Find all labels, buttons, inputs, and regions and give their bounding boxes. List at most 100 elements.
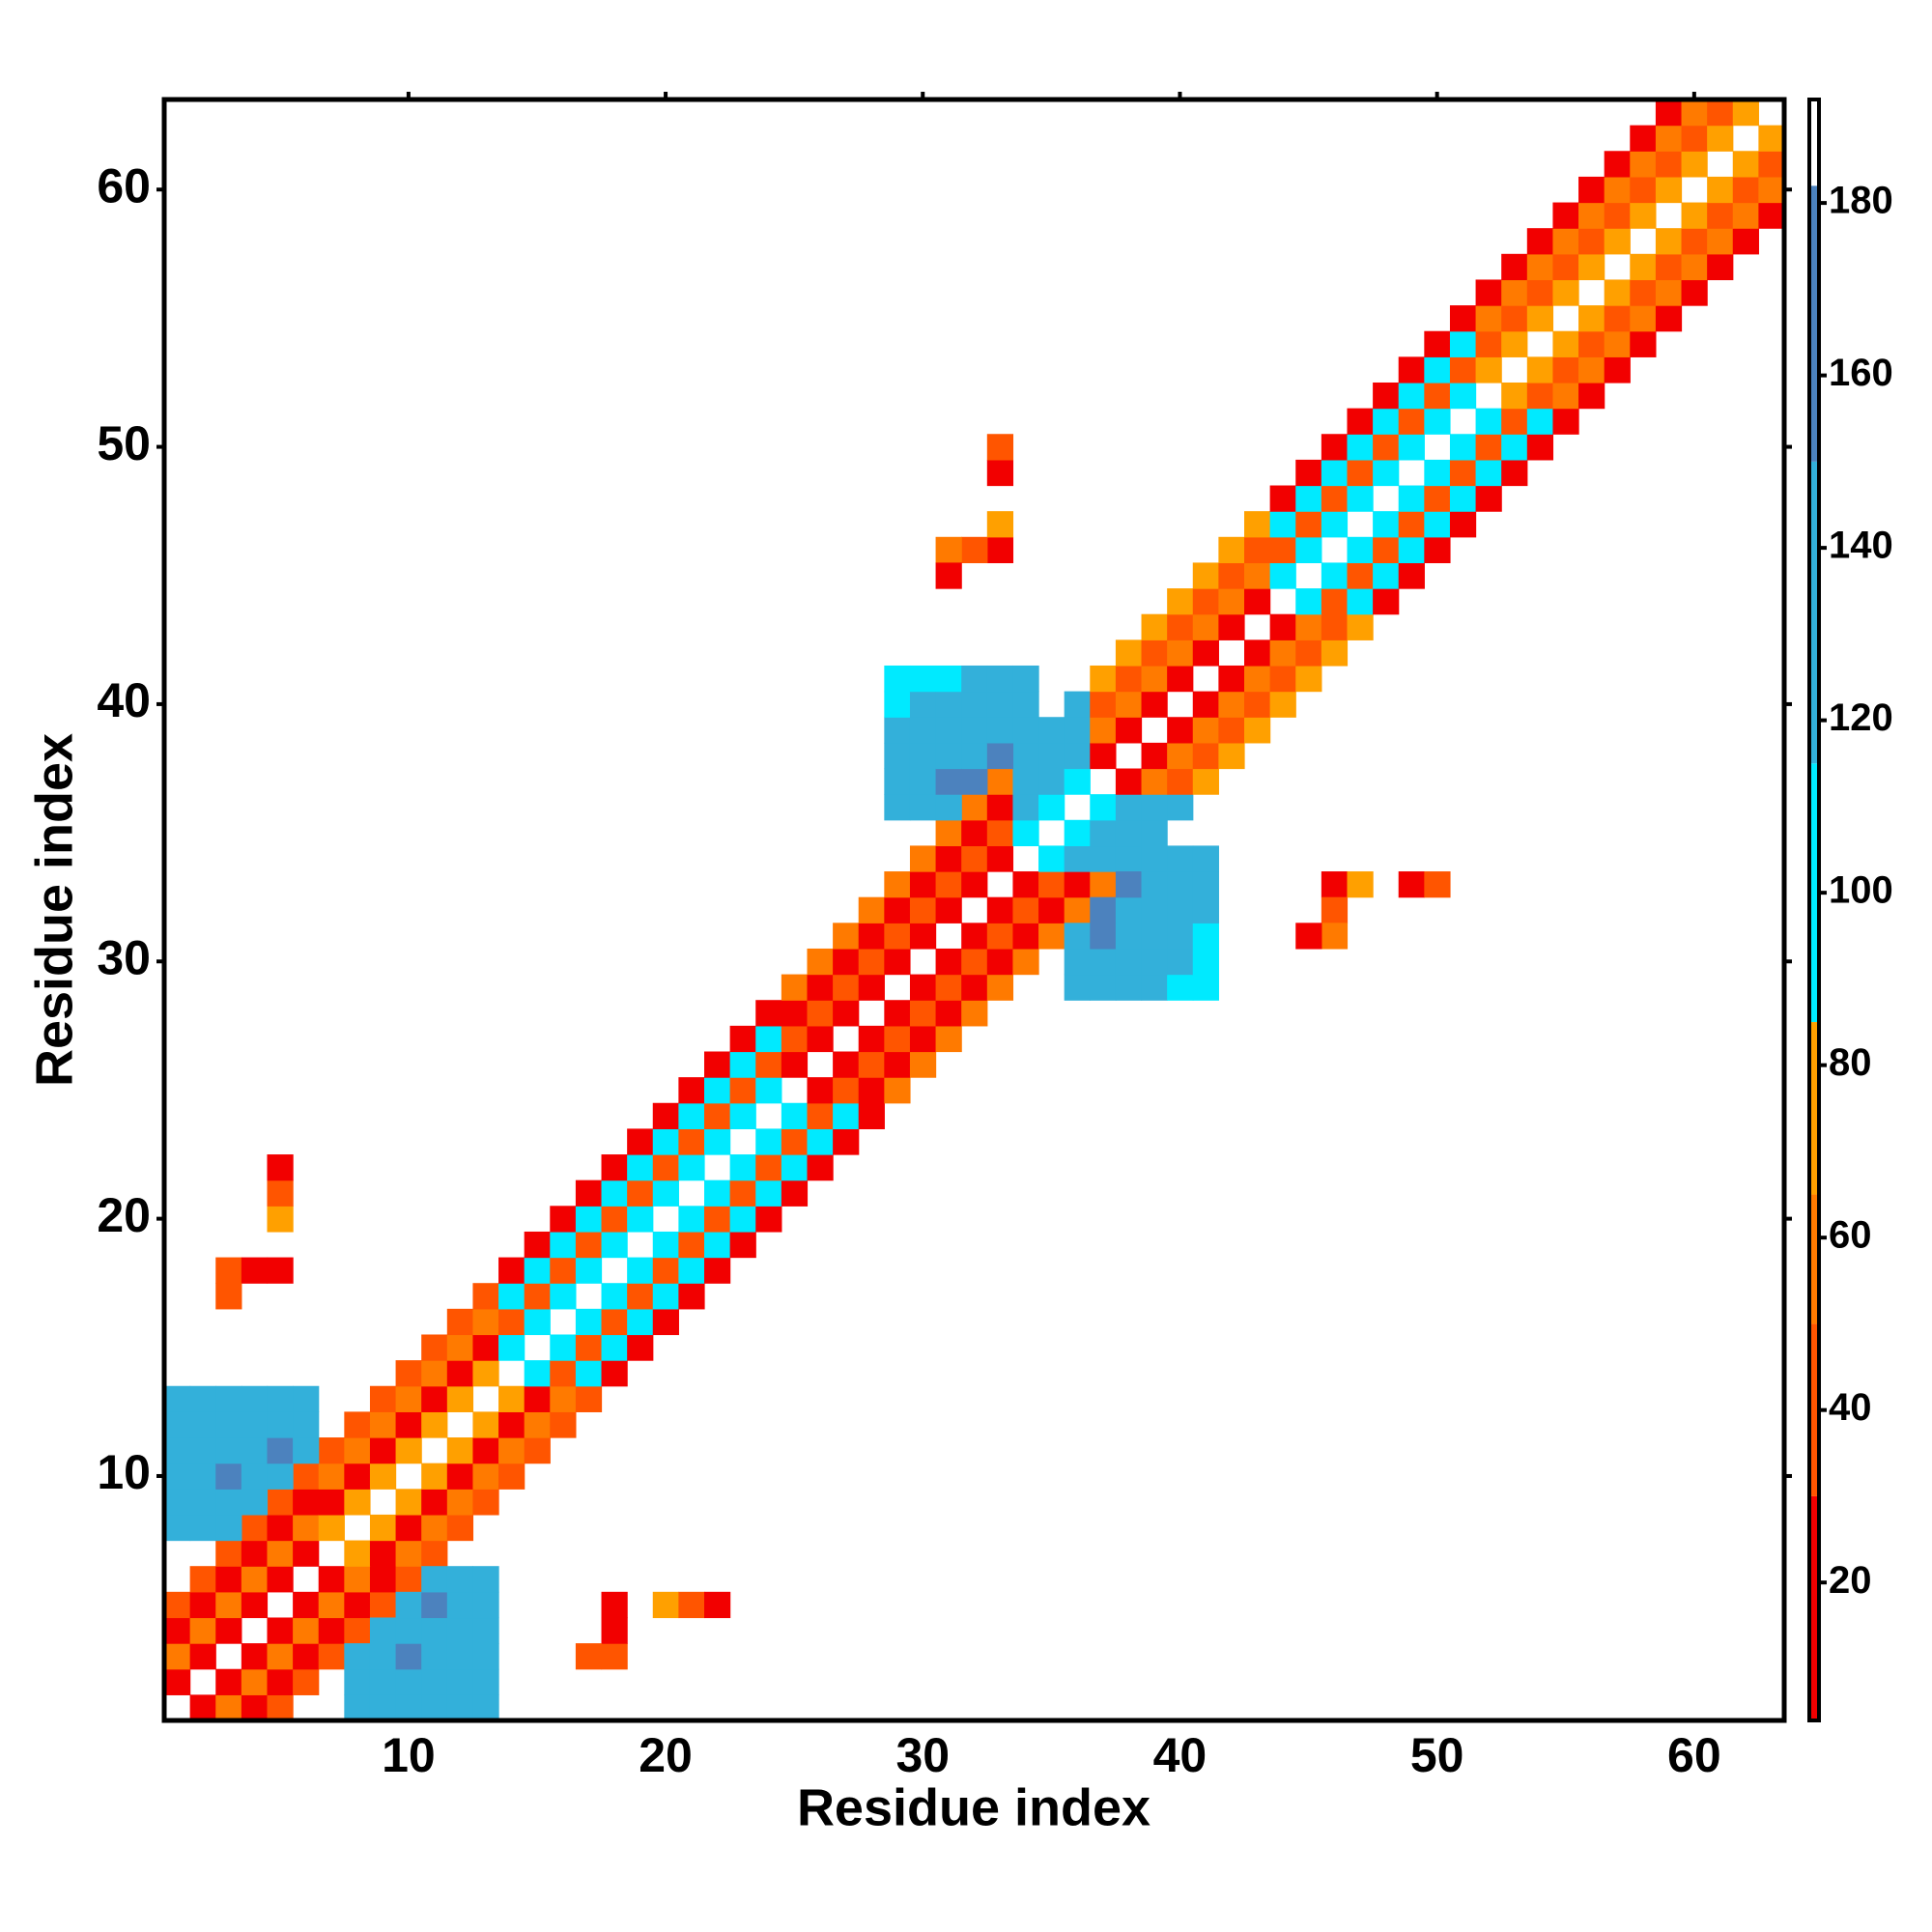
heatmap-cell bbox=[1012, 923, 1039, 950]
heatmap-cell bbox=[1449, 459, 1477, 487]
heatmap-cell bbox=[369, 1437, 397, 1464]
heatmap-cell bbox=[807, 1102, 834, 1129]
heatmap-cell bbox=[1167, 717, 1194, 744]
heatmap-cell bbox=[1630, 253, 1657, 281]
heatmap-cell bbox=[1321, 896, 1349, 923]
heatmap-cell bbox=[1321, 511, 1349, 538]
heatmap-cell bbox=[524, 1257, 551, 1284]
heatmap-cell bbox=[1347, 459, 1374, 487]
heatmap-cell bbox=[986, 459, 1014, 487]
heatmap-cell bbox=[550, 1231, 577, 1259]
heatmap-cell bbox=[421, 1411, 448, 1438]
heatmap-cell bbox=[1115, 665, 1143, 693]
heatmap-cell bbox=[1424, 356, 1451, 384]
heatmap-cell bbox=[755, 1077, 782, 1104]
heatmap-cell bbox=[344, 1540, 371, 1567]
heatmap-cell bbox=[833, 923, 860, 950]
heatmap-cell bbox=[1707, 176, 1734, 204]
heatmap-cell bbox=[1655, 228, 1683, 255]
heatmap-cell bbox=[1167, 613, 1194, 640]
heatmap-cell bbox=[1115, 948, 1143, 976]
heatmap-cell bbox=[909, 691, 937, 718]
heatmap-cell bbox=[1244, 536, 1271, 564]
heatmap-cell bbox=[369, 1411, 397, 1438]
heatmap-cell bbox=[446, 1308, 474, 1336]
heatmap-cell bbox=[1192, 896, 1219, 923]
heatmap-cell bbox=[215, 1591, 242, 1619]
heatmap-cell bbox=[267, 1437, 294, 1464]
heatmap-cell bbox=[498, 1385, 526, 1412]
heatmap-cell bbox=[1192, 871, 1219, 898]
heatmap-cell bbox=[1192, 613, 1219, 640]
heatmap-cell bbox=[1449, 382, 1477, 410]
heatmap-cell bbox=[241, 1411, 269, 1438]
heatmap-cell bbox=[1167, 639, 1194, 667]
heatmap-cell bbox=[344, 1437, 371, 1464]
heatmap-cell bbox=[1090, 717, 1117, 744]
heatmap-cell bbox=[1552, 279, 1579, 306]
heatmap-cell bbox=[601, 1154, 628, 1181]
heatmap-cell bbox=[344, 1463, 371, 1490]
heatmap-cell bbox=[1064, 819, 1091, 847]
heatmap-cell bbox=[267, 1617, 294, 1644]
colorbar-segment bbox=[1809, 1323, 1819, 1496]
heatmap-cell bbox=[1424, 511, 1451, 538]
heatmap-cell bbox=[215, 1514, 242, 1542]
heatmap-cell bbox=[1347, 434, 1374, 461]
heatmap-cell bbox=[986, 717, 1014, 744]
heatmap-cell bbox=[909, 768, 937, 795]
heatmap-cell bbox=[1064, 717, 1091, 744]
heatmap-cell bbox=[241, 1489, 269, 1516]
heatmap-cell bbox=[601, 1231, 628, 1259]
heatmap-cell bbox=[601, 1591, 628, 1619]
heatmap-cell bbox=[1269, 536, 1296, 564]
heatmap-cell bbox=[858, 896, 885, 923]
heatmap-cell bbox=[1475, 279, 1502, 306]
heatmap-cell bbox=[1604, 356, 1631, 384]
heatmap-cell bbox=[755, 1025, 782, 1053]
colorbar-segment bbox=[1809, 185, 1819, 462]
heatmap-cell bbox=[986, 768, 1014, 795]
heatmap-cell bbox=[1578, 356, 1605, 384]
heatmap-cell bbox=[1141, 768, 1168, 795]
heatmap-cell bbox=[344, 1411, 371, 1438]
heatmap-cell bbox=[781, 1154, 809, 1181]
heatmap-cell bbox=[472, 1591, 499, 1619]
heatmap-cell bbox=[884, 717, 911, 744]
heatmap-cell bbox=[1681, 228, 1708, 255]
heatmap-cell bbox=[1424, 382, 1451, 410]
heatmap-cell bbox=[909, 717, 937, 744]
heatmap-cell bbox=[729, 1077, 756, 1104]
heatmap-cell bbox=[1373, 588, 1400, 615]
heatmap-cell bbox=[369, 1643, 397, 1670]
heatmap-cell bbox=[1064, 948, 1091, 976]
heatmap-cell bbox=[1064, 691, 1091, 718]
heatmap-cell bbox=[215, 1617, 242, 1644]
heatmap-cell bbox=[1218, 536, 1245, 564]
heatmap-cell bbox=[1578, 202, 1605, 229]
heatmap-cell bbox=[446, 1360, 474, 1387]
heatmap-cell bbox=[1655, 99, 1683, 127]
heatmap-cell bbox=[1424, 408, 1451, 435]
heatmap-cell bbox=[935, 845, 962, 872]
heatmap-cell bbox=[189, 1463, 216, 1490]
heatmap-cell bbox=[833, 1051, 860, 1078]
heatmap-cell bbox=[1244, 691, 1271, 718]
heatmap-cell bbox=[1038, 896, 1065, 923]
heatmap-cell bbox=[1630, 202, 1657, 229]
heatmap-cell bbox=[1398, 382, 1425, 410]
heatmap-cell bbox=[1090, 819, 1117, 847]
heatmap-cell bbox=[986, 536, 1014, 564]
heatmap-cell bbox=[704, 1102, 731, 1129]
heatmap-cell bbox=[1707, 202, 1734, 229]
heatmap-cell bbox=[1373, 434, 1400, 461]
heatmap-cell bbox=[884, 1000, 911, 1027]
heatmap-cell bbox=[1012, 819, 1039, 847]
heatmap-cell bbox=[1295, 613, 1322, 640]
heatmap-cell bbox=[293, 1617, 320, 1644]
heatmap-cell bbox=[215, 1437, 242, 1464]
x-tick-label: 10 bbox=[382, 1728, 436, 1782]
colorbar-segment bbox=[1809, 763, 1819, 1023]
heatmap-cell bbox=[961, 665, 988, 693]
heatmap-cell bbox=[421, 1540, 448, 1567]
